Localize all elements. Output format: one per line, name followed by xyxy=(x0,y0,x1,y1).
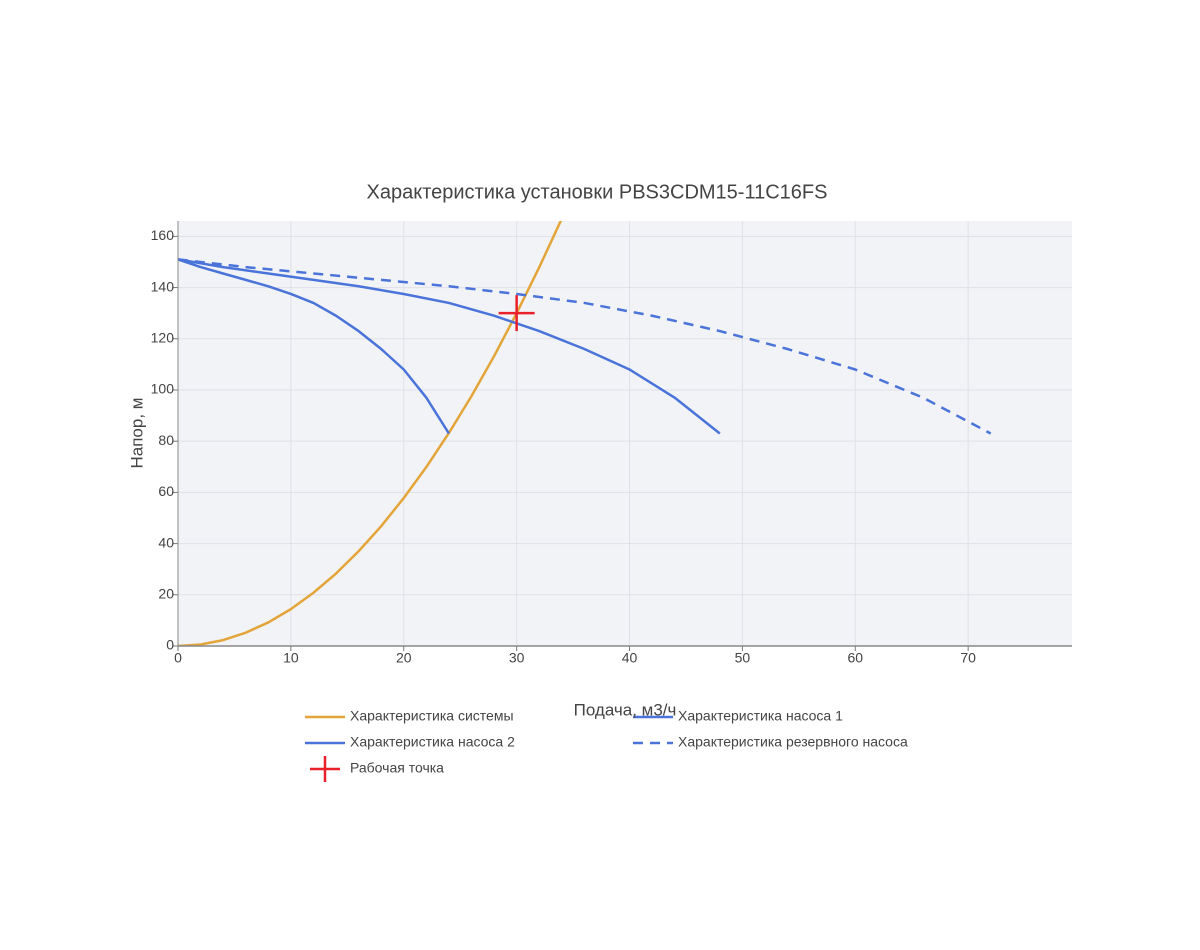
grid xyxy=(177,221,1072,647)
legend-label: Характеристика резервного насоса xyxy=(678,734,908,750)
plot-area xyxy=(178,221,1072,646)
x-tick-label: 70 xyxy=(960,650,976,666)
y-tick-label: 160 xyxy=(151,227,175,243)
x-tick-label: 0 xyxy=(174,650,182,666)
x-tick-label: 50 xyxy=(735,650,751,666)
x-tick-label: 10 xyxy=(283,650,299,666)
y-tick-label: 0 xyxy=(166,637,174,653)
marker xyxy=(498,295,535,332)
x-axis-title: Подача, м3/ч xyxy=(574,700,677,719)
x-tick-label: 40 xyxy=(622,650,638,666)
y-tick-label: 40 xyxy=(158,534,174,550)
legend-marker xyxy=(310,756,340,782)
x-tick-label: 20 xyxy=(396,650,412,666)
legend-label: Характеристика насоса 1 xyxy=(678,708,843,724)
x-tick-label: 60 xyxy=(847,650,863,666)
x-tick-label: 30 xyxy=(509,650,525,666)
legend-label: Характеристика системы xyxy=(350,708,514,724)
y-tick-label: 140 xyxy=(151,278,175,294)
plot xyxy=(178,221,992,646)
y-tick-label: 100 xyxy=(151,381,175,397)
line xyxy=(178,258,450,435)
line xyxy=(178,221,563,646)
y-tick-label: 120 xyxy=(151,329,175,345)
y-tick-label: 60 xyxy=(158,483,174,499)
legend-label: Рабочая точка xyxy=(350,760,444,776)
line xyxy=(178,258,721,435)
overlay: 0 10 20 30 40 50 60 70 0 20 40 60 80 100 120 140 160 Хара… xyxy=(151,221,1072,782)
y-tick-label: 80 xyxy=(158,432,174,448)
chart-title: Характеристика установки PBS3CDM15-11C16… xyxy=(367,181,828,203)
line xyxy=(178,258,992,435)
legend-label: Характеристика насоса 2 xyxy=(350,734,515,750)
y-axis-title: Напор, м xyxy=(127,398,146,469)
y-tick-label: 20 xyxy=(158,585,174,601)
